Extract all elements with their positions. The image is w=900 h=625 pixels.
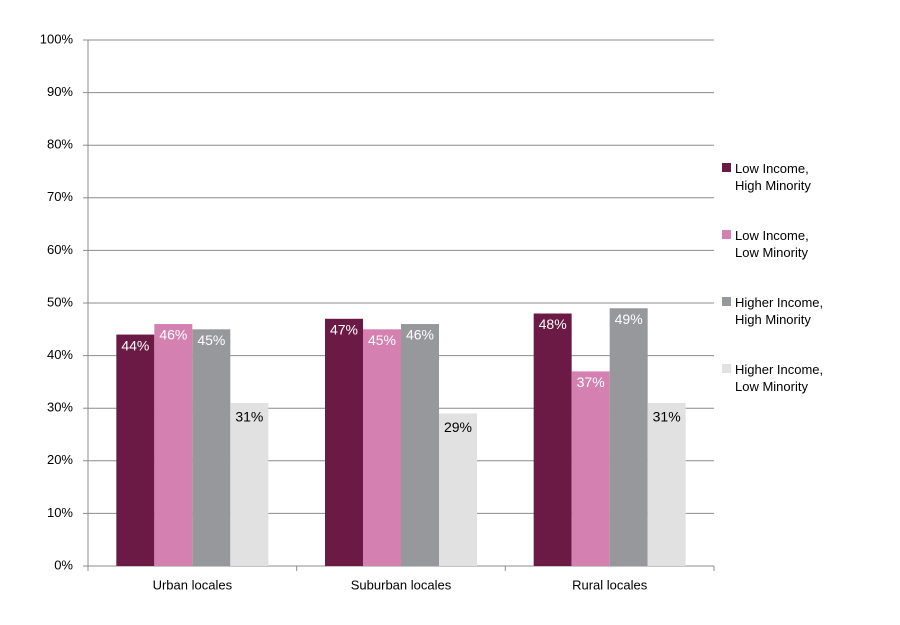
bar [230, 402, 269, 566]
y-tick-label: 40% [47, 347, 73, 362]
y-tick-label: 0% [54, 557, 73, 572]
bar [401, 324, 439, 566]
legend-item: Higher Income, Low Minority [722, 361, 835, 395]
data-label: 31% [235, 409, 263, 425]
x-tick-label: Suburban locales [351, 577, 452, 592]
y-tick-label: 100% [40, 31, 74, 46]
bar [439, 413, 477, 566]
data-label: 46% [406, 327, 434, 343]
legend-item: Low Income, Low Minority [722, 227, 835, 261]
data-label: 31% [653, 409, 681, 425]
y-tick-label: 50% [47, 294, 73, 309]
data-label: 44% [121, 337, 149, 353]
bar [154, 324, 193, 566]
bar [192, 329, 231, 566]
y-tick-label: 90% [47, 84, 73, 99]
bar [325, 318, 363, 566]
y-tick-label: 10% [47, 505, 73, 520]
data-label: 29% [444, 419, 472, 435]
data-label: 48% [539, 316, 567, 332]
legend-item: Higher Income, High Minority [722, 294, 835, 328]
data-label: 49% [615, 311, 643, 327]
data-label: 37% [577, 374, 605, 390]
bar [533, 313, 572, 566]
data-label: 45% [368, 332, 396, 348]
bar [116, 334, 155, 566]
legend-item: Low Income, High Minority [722, 160, 835, 194]
x-tick-label: Rural locales [572, 577, 648, 592]
bar [647, 402, 686, 566]
y-tick-label: 60% [47, 242, 73, 257]
legend-label: Higher Income, High Minority [735, 295, 824, 327]
y-tick-label: 30% [47, 400, 73, 415]
y-tick-label: 80% [47, 137, 73, 152]
legend-swatch [722, 297, 731, 306]
data-label: 46% [159, 327, 187, 343]
legend-swatch [722, 364, 731, 373]
bar [571, 371, 610, 566]
data-label: 47% [330, 321, 358, 337]
bar [609, 308, 648, 566]
legend-label: Low Income, High Minority [735, 161, 811, 193]
legend-label: Higher Income, Low Minority [735, 362, 824, 394]
y-tick-label: 70% [47, 189, 73, 204]
legend-swatch [722, 230, 731, 239]
legend-swatch [722, 163, 731, 172]
legend-label: Low Income, Low Minority [735, 228, 809, 260]
x-tick-label: Urban locales [153, 577, 233, 592]
bar [363, 329, 401, 566]
data-label: 45% [197, 332, 225, 348]
y-tick-label: 20% [47, 452, 73, 467]
